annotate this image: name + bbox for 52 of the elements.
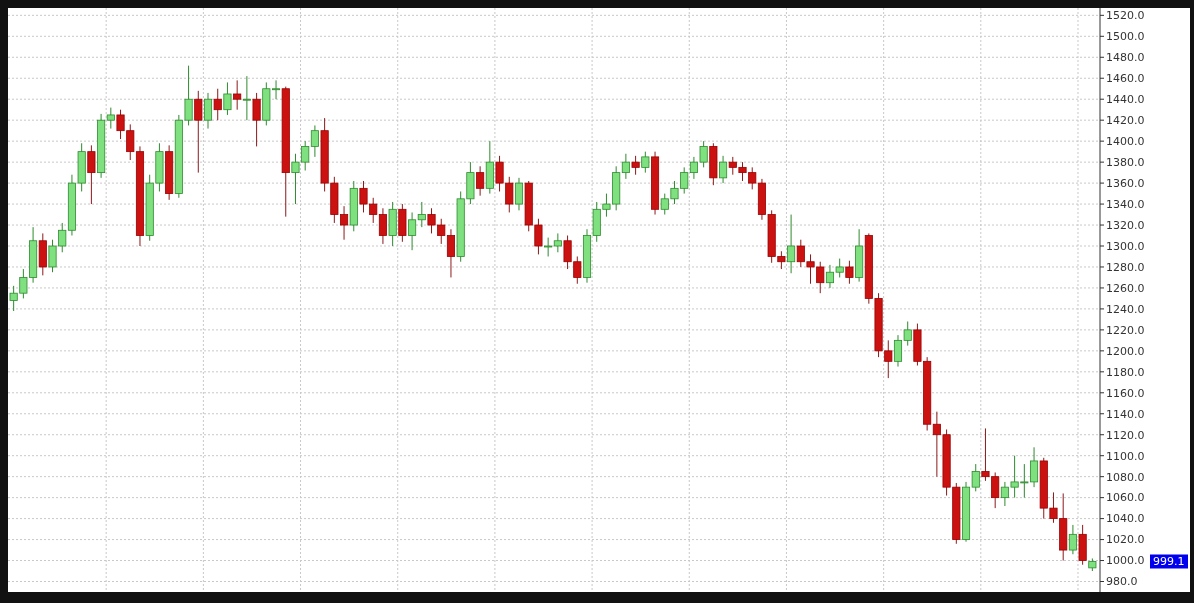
y-tick-label: 1300.0	[1106, 239, 1145, 253]
y-tick-label: 1080.0	[1106, 470, 1145, 484]
y-tick-label: 1360.0	[1106, 176, 1145, 190]
y-tick-label: 1220.0	[1106, 323, 1145, 337]
y-tick-label: 1280.0	[1106, 260, 1145, 274]
y-tick-label: 980.0	[1106, 575, 1138, 589]
candlestick	[1068, 524, 1077, 555]
y-tick-label: 1140.0	[1106, 407, 1145, 421]
y-tick-label: 1340.0	[1106, 197, 1145, 211]
candlestick	[641, 151, 650, 174]
candlestick	[310, 124, 319, 158]
candlestick	[787, 214, 796, 274]
candlestick	[631, 155, 640, 176]
candlestick	[233, 79, 242, 111]
y-tick-label: 1100.0	[1106, 449, 1145, 463]
y-tick-label: 1160.0	[1106, 386, 1145, 400]
y-tick-label: 1000.0	[1106, 554, 1145, 568]
candlestick	[106, 107, 115, 130]
y-tick-label: 1480.0	[1106, 51, 1145, 65]
candlestick	[252, 92, 261, 147]
candlestick	[223, 81, 232, 116]
candlestick	[845, 260, 854, 285]
candlestick	[213, 88, 222, 121]
y-tick-label: 1520.0	[1106, 9, 1145, 23]
y-tick-label: 1500.0	[1106, 30, 1145, 44]
candlestick	[194, 90, 203, 174]
candlestick	[514, 177, 524, 211]
candlestick	[417, 201, 426, 228]
y-tick-label: 1320.0	[1106, 218, 1145, 232]
y-tick-label: 1400.0	[1106, 135, 1145, 149]
y-tick-label: 1440.0	[1106, 93, 1145, 107]
candlestick	[719, 155, 728, 184]
candlestick	[203, 92, 213, 130]
y-tick-label: 1180.0	[1106, 365, 1145, 379]
candlestick	[87, 144, 96, 205]
candlestick	[476, 165, 485, 197]
y-tick-label: 1200.0	[1106, 344, 1145, 358]
candlestick	[544, 237, 553, 257]
y-tick-label: 1420.0	[1106, 114, 1145, 128]
candlestick	[621, 153, 630, 180]
text: 999.1	[1153, 555, 1185, 569]
candlestick	[242, 75, 251, 121]
y-tick-label: 1060.0	[1106, 491, 1145, 505]
y-tick-label: 1120.0	[1106, 428, 1145, 442]
candlestick	[408, 211, 417, 251]
candlestick	[553, 232, 562, 253]
y-tick-label: 1020.0	[1106, 533, 1145, 547]
y-tick-label: 1240.0	[1106, 302, 1145, 316]
y-tick-label: 1460.0	[1106, 72, 1145, 86]
y-tick-label: 1380.0	[1106, 155, 1145, 169]
y-tick-label: 1260.0	[1106, 281, 1145, 295]
y-tick-label: 1040.0	[1106, 512, 1145, 526]
